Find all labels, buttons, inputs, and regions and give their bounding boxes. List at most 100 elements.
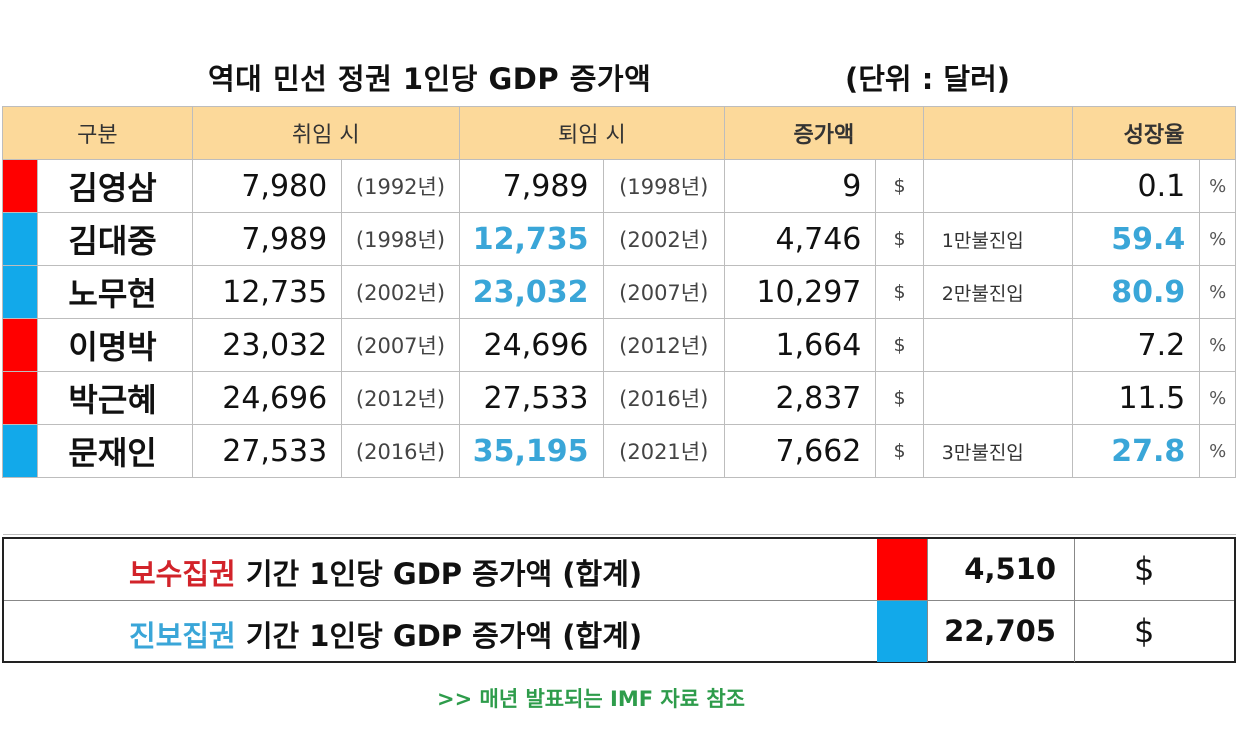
header-row: 구분 취임 시 퇴임 시 증가액 성장율 [2,106,1236,160]
increase-value: 10,297 [723,265,877,319]
header-category: 구분 [2,106,193,160]
president-name: 김대중 [37,212,193,266]
currency-symbol: $ [875,371,924,425]
table-row: 문재인 27,533 (2016년) 35,195 (2021년) 7,662 … [1,424,1236,478]
entry-year: (2016년) [341,424,460,478]
party-color-swatch [1,371,39,425]
increase-value: 9 [723,159,877,213]
table-row: 박근혜 24,696 (2012년) 27,533 (2016년) 2,837 … [1,371,1236,425]
page-title: 역대 민선 정권 1인당 GDP 증가액 [208,62,652,96]
exit-gdp: 7,989 [458,159,604,213]
progressive-label: 진보집권 [129,619,236,653]
exit-gdp: 12,735 [458,212,604,266]
header-exit: 퇴임 시 [458,106,725,160]
growth-rate: 11.5 [1071,371,1201,425]
entry-year: (2007년) [341,318,460,372]
increase-value: 1,664 [723,318,877,372]
entry-year: (2012년) [341,371,460,425]
exit-gdp: 23,032 [458,265,604,319]
currency-symbol: $ [875,265,924,319]
entry-year: (1998년) [341,212,460,266]
growth-rate: 27.8 [1071,424,1201,478]
percent-symbol: % [1199,318,1236,372]
progressive-total: 22,705 [927,601,1075,662]
percent-symbol: % [1199,212,1236,266]
exit-gdp: 24,696 [458,318,604,372]
exit-year: (2007년) [602,265,725,319]
percent-symbol: % [1199,159,1236,213]
currency-symbol: $ [875,424,924,478]
blank-row [2,477,1236,535]
table-row: 김대중 7,989 (1998년) 12,735 (2002년) 4,746 $… [1,212,1236,266]
entry-year: (1992년) [341,159,460,213]
currency-symbol: $ [875,212,924,266]
source-footnote: >> 매년 발표되는 IMF 자료 참조 [437,687,746,711]
percent-symbol: % [1199,371,1236,425]
exit-year: (2016년) [602,371,725,425]
milestone-note [922,159,1073,213]
conservative-color-swatch [877,539,927,600]
party-color-swatch [1,318,39,372]
growth-rate: 0.1 [1071,159,1201,213]
summary-row-progressive: 진보집권 기간 1인당 GDP 증가액 (합계) 22,705 $ [4,601,1234,662]
entry-gdp: 24,696 [191,371,343,425]
summary-row-conservative: 보수집권 기간 1인당 GDP 증가액 (합계) 4,510 $ [4,539,1234,601]
exit-year: (2012년) [602,318,725,372]
header-growth: 성장율 [1071,106,1236,160]
milestone-note [922,318,1073,372]
table-row: 이명박 23,032 (2007년) 24,696 (2012년) 1,664 … [1,318,1236,372]
president-name: 김영삼 [37,159,193,213]
currency-symbol: $ [875,159,924,213]
unit-label: (단위 : 달러) [845,62,1011,96]
header-increase: 증가액 [723,106,924,160]
summary-label-conservative: 보수집권 기간 1인당 GDP 증가액 (합계) [129,551,642,593]
percent-symbol: % [1199,424,1236,478]
party-color-swatch [1,159,39,213]
president-name: 이명박 [37,318,193,372]
header-note [922,106,1073,160]
growth-rate: 7.2 [1071,318,1201,372]
president-name: 박근혜 [37,371,193,425]
exit-year: (1998년) [602,159,725,213]
milestone-note: 2만불진입 [922,265,1073,319]
progressive-color-swatch [877,601,927,662]
increase-value: 2,837 [723,371,877,425]
growth-rate: 80.9 [1071,265,1201,319]
president-name: 문재인 [37,424,193,478]
summary-label-progressive: 진보집권 기간 1인당 GDP 증가액 (합계) [129,613,642,655]
currency-symbol: $ [875,318,924,372]
exit-gdp: 27,533 [458,371,604,425]
president-name: 노무현 [37,265,193,319]
summary-box: 보수집권 기간 1인당 GDP 증가액 (합계) 4,510 $ 진보집권 기간… [2,537,1236,663]
gdp-table: 구분 취임 시 퇴임 시 증가액 성장율 김영삼 7,980 (1992년) 7… [1,106,1236,535]
increase-value: 4,746 [723,212,877,266]
summary-label-rest: 기간 1인당 GDP 증가액 (합계) [235,557,643,591]
title-row: 역대 민선 정권 1인당 GDP 증가액 (단위 : 달러) [0,48,1236,106]
entry-gdp: 7,980 [191,159,343,213]
milestone-note [922,371,1073,425]
exit-gdp: 35,195 [458,424,604,478]
party-color-swatch [1,212,39,266]
header-entry: 취임 시 [191,106,460,160]
milestone-note: 1만불진입 [922,212,1073,266]
party-color-swatch [1,424,39,478]
blank-cell [2,477,1236,535]
entry-gdp: 27,533 [191,424,343,478]
currency-symbol: $ [1134,550,1155,588]
entry-gdp: 7,989 [191,212,343,266]
increase-value: 7,662 [723,424,877,478]
entry-gdp: 23,032 [191,318,343,372]
exit-year: (2021년) [602,424,725,478]
exit-year: (2002년) [602,212,725,266]
entry-year: (2002년) [341,265,460,319]
summary-label-rest: 기간 1인당 GDP 증가액 (합계) [235,619,643,653]
table-row: 김영삼 7,980 (1992년) 7,989 (1998년) 9 $ 0.1 … [1,159,1236,213]
currency-symbol: $ [1134,612,1155,650]
milestone-note: 3만불진입 [922,424,1073,478]
growth-rate: 59.4 [1071,212,1201,266]
party-color-swatch [1,265,39,319]
conservative-label: 보수집권 [129,557,236,591]
table-row: 노무현 12,735 (2002년) 23,032 (2007년) 10,297… [1,265,1236,319]
entry-gdp: 12,735 [191,265,343,319]
